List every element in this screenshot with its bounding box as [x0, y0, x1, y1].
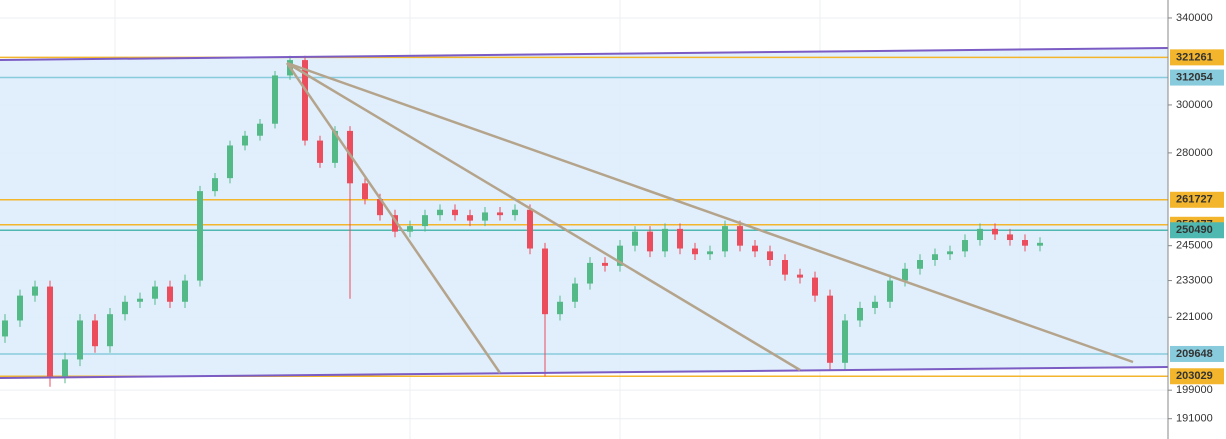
candle-body [62, 359, 68, 377]
candle-body [602, 262, 608, 266]
candle-body [467, 215, 473, 221]
channel-bottom [0, 366, 1169, 379]
candle-body [827, 295, 833, 363]
candle-body [872, 301, 878, 308]
trendline [285, 62, 502, 374]
candle-body [932, 254, 938, 261]
candle-body [227, 145, 233, 179]
candle-body [272, 75, 278, 124]
candle-body [542, 248, 548, 315]
trendlines [285, 61, 1134, 374]
candle-body [512, 209, 518, 216]
price-tag-label: 321261 [1176, 51, 1213, 63]
candle-body [122, 301, 128, 315]
candle-body [242, 135, 248, 146]
candle-body [782, 260, 788, 275]
trendline [286, 61, 1134, 364]
candle-body [317, 140, 323, 163]
price-tag [1170, 191, 1224, 208]
candle-body [32, 286, 38, 296]
y-tick-label: 300000 [1176, 99, 1213, 111]
candle-body [887, 280, 893, 302]
candle-body [47, 286, 53, 377]
candle-body [212, 178, 218, 192]
y-tick-label: 245000 [1176, 240, 1213, 252]
candle-body [302, 60, 308, 141]
price-axis: 340000 300000 280000 245000 233000 221000 1990… [1168, 12, 1224, 425]
candle-body [362, 183, 368, 200]
candle-body [407, 226, 413, 232]
candle-body [167, 286, 173, 302]
y-tick-label: 233000 [1176, 274, 1213, 286]
candles [2, 55, 1043, 387]
candle-body [422, 215, 428, 227]
price-tag-label: 209648 [1176, 348, 1213, 360]
candle-body [197, 191, 203, 281]
candle-body [692, 248, 698, 255]
price-tag-label: 203029 [1176, 370, 1213, 382]
candle-body [152, 286, 158, 299]
candle-body [662, 228, 668, 252]
price-tag [1170, 69, 1224, 86]
candle-body [107, 314, 113, 347]
candle-body [767, 251, 773, 261]
price-tag-label: 312054 [1176, 71, 1214, 83]
candle-body [572, 283, 578, 302]
candle-body [392, 215, 398, 232]
candle-body [587, 262, 593, 284]
candle-body [377, 199, 383, 216]
candle-body [1022, 240, 1028, 246]
price-tag [1170, 49, 1224, 66]
candle-body [722, 226, 728, 252]
candle-body [437, 209, 443, 216]
price-tag-label: 250490 [1176, 224, 1213, 236]
candle-body [977, 228, 983, 241]
candle-body [482, 212, 488, 221]
candle-body [812, 277, 818, 296]
y-tick-label: 191000 [1176, 413, 1213, 425]
channel-top [0, 47, 1169, 61]
candle-body [527, 209, 533, 249]
candle-body [797, 274, 803, 278]
y-tick-label: 199000 [1176, 384, 1213, 396]
candle-body [17, 295, 23, 321]
candle-body [137, 298, 143, 302]
price-tag [1170, 222, 1224, 239]
candle-body [707, 251, 713, 255]
candle-body [902, 268, 908, 281]
candle-body [77, 320, 83, 360]
y-tick-label: 221000 [1176, 311, 1213, 323]
candle-body [842, 320, 848, 363]
candle-body [92, 320, 98, 347]
candle-body [632, 231, 638, 246]
candle-body [182, 280, 188, 302]
candle-body [677, 228, 683, 249]
candle-body [2, 320, 8, 337]
price-tag-label: 261727 [1176, 194, 1213, 206]
y-tick-label: 280000 [1176, 147, 1213, 159]
price-tag [1170, 368, 1224, 385]
candle-body [857, 307, 863, 321]
candle-body [557, 301, 563, 315]
candle-body [257, 123, 263, 136]
candle-body [647, 231, 653, 252]
candle-body [992, 228, 998, 235]
candle-body [452, 209, 458, 216]
trendline [286, 61, 801, 372]
candle-body [617, 245, 623, 266]
candle-body [917, 260, 923, 269]
candle-body [1007, 234, 1013, 241]
y-tick-label: 340000 [1176, 12, 1213, 24]
price-tag [1170, 345, 1224, 362]
candle-body [1037, 242, 1043, 246]
candle-body [752, 245, 758, 252]
candle-body [737, 226, 743, 246]
candle-body [962, 240, 968, 252]
candle-body [332, 130, 338, 163]
candle-body [497, 212, 503, 216]
candle-body [947, 251, 953, 255]
channel-fill [0, 48, 1168, 378]
candle-body [347, 130, 353, 184]
